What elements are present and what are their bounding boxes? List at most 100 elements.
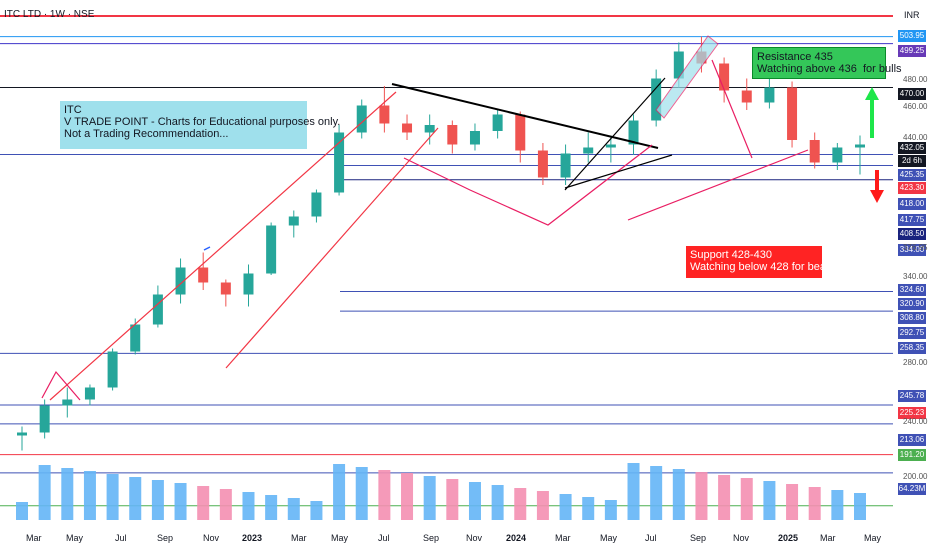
- volume-bar: [786, 484, 799, 520]
- horizontal-levels: [0, 36, 893, 507]
- resistance-line-1: Resistance 435: [757, 51, 833, 63]
- candle-body: [107, 351, 118, 388]
- candle-body: [628, 120, 639, 145]
- volume-bar: [219, 489, 232, 520]
- volume-bar: [129, 477, 142, 520]
- volume-bar: [582, 497, 595, 520]
- axis-tick: 340.00: [903, 272, 928, 281]
- axis-tick: 376.95: [903, 243, 928, 252]
- volume-bar: [627, 463, 640, 520]
- early-pink-box: [41, 370, 81, 401]
- candle-body: [469, 131, 480, 145]
- x-label: Jul: [645, 533, 657, 543]
- currency-label: INR: [904, 10, 920, 20]
- candle-body: [152, 294, 163, 325]
- volume-bar: [174, 483, 187, 520]
- candle-body: [17, 432, 27, 436]
- x-label: May: [600, 533, 618, 543]
- volume-bar: [38, 465, 51, 520]
- pink-decline-line: [711, 59, 753, 159]
- candle-body: [651, 78, 662, 121]
- volume-bar: [378, 470, 391, 520]
- axis-tick: 480.00: [903, 75, 928, 84]
- volume-bar: [536, 491, 549, 520]
- candle-body: [764, 87, 775, 103]
- volume-bar: [446, 479, 459, 520]
- channel-upper-line: [49, 91, 397, 401]
- x-label: Jul: [378, 533, 390, 543]
- volume-bar: [151, 480, 164, 520]
- resistance-line-2: Watching above 436 for bulls: [757, 63, 902, 75]
- volume-bar: [333, 464, 346, 520]
- price-label: 432.05: [898, 142, 926, 154]
- x-label: Nov: [203, 533, 220, 543]
- candle-body: [787, 87, 798, 140]
- x-label: Nov: [733, 533, 750, 543]
- channel-lower-line: [225, 127, 439, 369]
- signal-arrows: [865, 87, 884, 203]
- pink-triangle-line: [627, 149, 809, 221]
- price-label: 423.30: [898, 182, 926, 194]
- price-label: 418.00: [898, 198, 926, 210]
- x-label: 2024: [506, 533, 527, 543]
- triangle-lower-line: [564, 154, 673, 189]
- candle-body: [402, 123, 413, 133]
- price-label: 334.00: [898, 244, 926, 256]
- candle-body: [243, 273, 254, 295]
- price-label: 64.23M: [898, 483, 926, 495]
- price-label: 308.80: [898, 312, 926, 324]
- price-label: 503.95: [898, 30, 926, 42]
- candle-body: [673, 51, 684, 79]
- x-label: Sep: [423, 533, 440, 543]
- price-label: 191.20: [898, 449, 926, 461]
- resistance-box: Resistance 435 Watching above 436 for bu…: [752, 47, 902, 79]
- support-box: Support 428-430 Watching below 428 for b…: [686, 246, 835, 278]
- candle-body: [130, 324, 141, 352]
- candle-body: [424, 125, 435, 133]
- trend-drawings: [41, 35, 809, 401]
- volume-bar: [514, 488, 527, 520]
- price-label: 408.50: [898, 228, 926, 240]
- price-label: 417.75: [898, 214, 926, 226]
- volume-bar: [106, 474, 119, 520]
- pink-swing-line: [403, 144, 653, 226]
- black-trend-line: [391, 83, 659, 149]
- x-label: 2023: [242, 533, 263, 543]
- volume-bars: [16, 463, 866, 520]
- candle-body: [39, 405, 50, 433]
- candle-body: [560, 153, 571, 178]
- volume-bar: [401, 473, 414, 520]
- support-line-2: Watching below 428 for bears: [690, 261, 836, 273]
- candle-body: [334, 132, 345, 193]
- x-label: Mar: [291, 533, 307, 543]
- x-label: Mar: [820, 533, 836, 543]
- blue-dash: [203, 246, 211, 251]
- x-label: Mar: [26, 533, 42, 543]
- price-label: 258.35: [898, 342, 926, 354]
- price-label: 213.06: [898, 434, 926, 446]
- candle-body: [84, 387, 95, 400]
- candle-body: [175, 267, 186, 295]
- candle-body: [832, 147, 843, 163]
- axis-tick: 280.00: [903, 358, 928, 367]
- volume-bar: [287, 498, 300, 520]
- flag-channel: [655, 35, 719, 119]
- x-label: Mar: [555, 533, 571, 543]
- price-label: 324.60: [898, 284, 926, 296]
- candle-body: [515, 114, 526, 151]
- price-label: 320.90: [898, 298, 926, 310]
- axis-tick: 460.00: [903, 102, 928, 111]
- price-label: 292.75: [898, 327, 926, 339]
- volume-bar: [423, 476, 436, 520]
- volume-bar: [468, 482, 481, 520]
- volume-bar: [808, 487, 821, 520]
- candle-body: [605, 144, 616, 148]
- volume-bar: [265, 495, 278, 520]
- volume-bar: [310, 501, 323, 520]
- volume-bar: [695, 472, 708, 520]
- candles: [17, 36, 865, 451]
- volume-bar: [650, 466, 663, 520]
- volume-bar: [242, 492, 255, 520]
- volume-bar: [491, 485, 504, 520]
